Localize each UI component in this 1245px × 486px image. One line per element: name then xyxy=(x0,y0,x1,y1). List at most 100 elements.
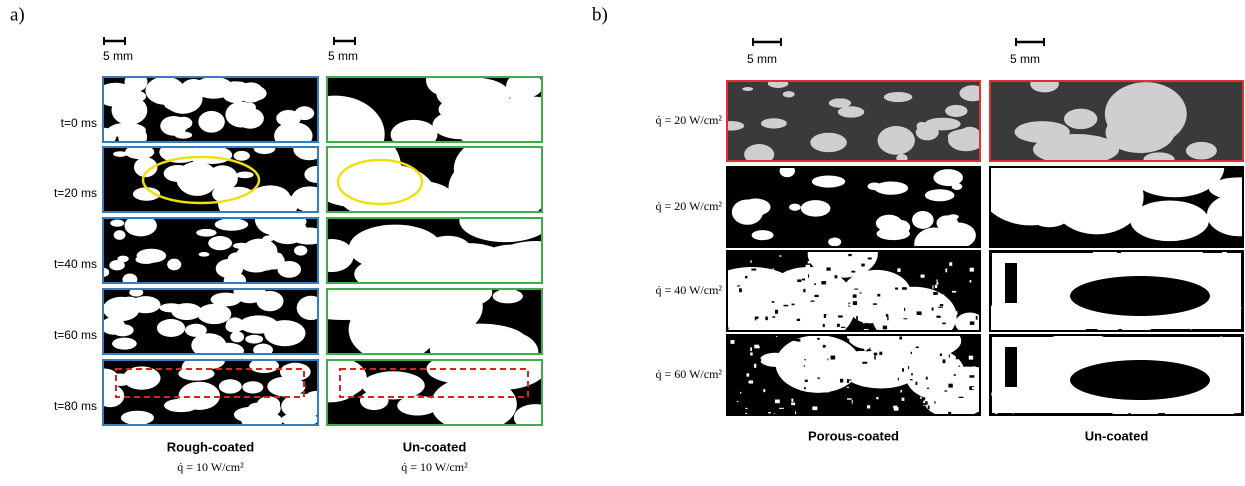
bubble xyxy=(478,139,561,177)
bubble xyxy=(297,296,326,320)
bubble xyxy=(230,331,244,342)
speckle xyxy=(843,376,846,378)
speckle xyxy=(797,377,801,380)
speckle xyxy=(823,324,825,327)
speckle xyxy=(853,325,857,329)
speckle xyxy=(972,387,975,389)
speckle xyxy=(804,387,806,389)
speckle xyxy=(832,397,834,401)
image-content xyxy=(987,237,1245,349)
bubble xyxy=(234,281,266,304)
speckle xyxy=(900,390,902,393)
speckle xyxy=(807,289,811,292)
bubble xyxy=(945,105,967,117)
bubble xyxy=(291,186,328,211)
speckle xyxy=(823,345,826,348)
speckle xyxy=(948,384,952,388)
speckle xyxy=(876,322,877,325)
bubble xyxy=(290,228,328,245)
speckle xyxy=(907,346,911,348)
speckle xyxy=(840,390,841,393)
speckle xyxy=(952,403,954,406)
bubble xyxy=(884,92,912,102)
speckle xyxy=(745,367,747,370)
speckle xyxy=(768,412,771,413)
bubble xyxy=(303,400,313,406)
speckle xyxy=(904,308,905,311)
speckle xyxy=(933,292,938,295)
speckle xyxy=(934,324,935,327)
bubble xyxy=(224,272,246,288)
bubble xyxy=(163,95,184,111)
speckle xyxy=(822,353,825,355)
bubble xyxy=(110,219,124,226)
speckle xyxy=(956,355,958,359)
speckle xyxy=(940,353,942,356)
scale-label: 5 mm xyxy=(1010,52,1040,66)
bubble xyxy=(838,106,864,117)
speckle xyxy=(949,354,950,357)
speckle xyxy=(859,292,861,293)
speckle xyxy=(843,382,847,383)
speckle xyxy=(775,310,778,314)
speckle xyxy=(772,269,774,271)
speckle xyxy=(853,294,857,297)
bubble xyxy=(828,237,841,246)
speckle xyxy=(939,365,942,369)
image-content xyxy=(103,137,329,221)
speckle xyxy=(806,365,810,369)
bubble xyxy=(219,379,242,393)
speckle xyxy=(847,398,852,399)
speckle xyxy=(825,391,830,392)
bubble xyxy=(304,166,329,183)
bubble xyxy=(262,236,273,242)
bubble xyxy=(789,204,801,211)
row-label: q̇ = 40 W/cm² xyxy=(656,283,723,297)
speckle xyxy=(941,321,946,323)
bubble xyxy=(426,64,471,97)
speckle xyxy=(759,359,761,362)
speckle xyxy=(832,408,834,409)
speckle xyxy=(886,314,888,317)
speckle xyxy=(970,321,975,324)
row-label: t=20 ms xyxy=(54,186,97,200)
bubble xyxy=(948,129,984,152)
speckle xyxy=(849,379,852,380)
row-label: q̇ = 20 W/cm² xyxy=(656,199,723,213)
bubble xyxy=(752,230,774,240)
speckle xyxy=(930,260,934,264)
speckle xyxy=(764,385,766,387)
bubble xyxy=(432,324,527,358)
scale-label: 5 mm xyxy=(747,52,777,66)
speckle xyxy=(767,323,771,325)
image-content xyxy=(727,165,980,260)
speckle xyxy=(817,378,819,379)
speckle xyxy=(910,379,913,380)
bubble xyxy=(114,230,126,240)
speckle xyxy=(864,349,867,351)
bubble xyxy=(936,215,958,231)
vapor-patch xyxy=(1070,360,1210,400)
bubble xyxy=(112,338,137,350)
speckle xyxy=(826,315,830,318)
speckle xyxy=(916,347,919,349)
speckle xyxy=(791,291,793,294)
speckle xyxy=(775,400,780,404)
speckle xyxy=(893,406,897,409)
speckle xyxy=(954,374,956,376)
speckle xyxy=(876,397,878,399)
speckle xyxy=(847,379,849,383)
bubble xyxy=(283,327,294,336)
speckle xyxy=(926,377,928,380)
speckle xyxy=(817,338,820,340)
speckle xyxy=(913,320,918,323)
speckle xyxy=(868,272,870,274)
speckle xyxy=(797,279,801,282)
speckle xyxy=(812,406,817,410)
bubble xyxy=(167,259,181,271)
speckle xyxy=(967,346,969,348)
speckle xyxy=(837,347,838,351)
speckle xyxy=(802,279,805,281)
speckle xyxy=(831,356,836,360)
column-title: Porous-coated xyxy=(808,428,899,443)
